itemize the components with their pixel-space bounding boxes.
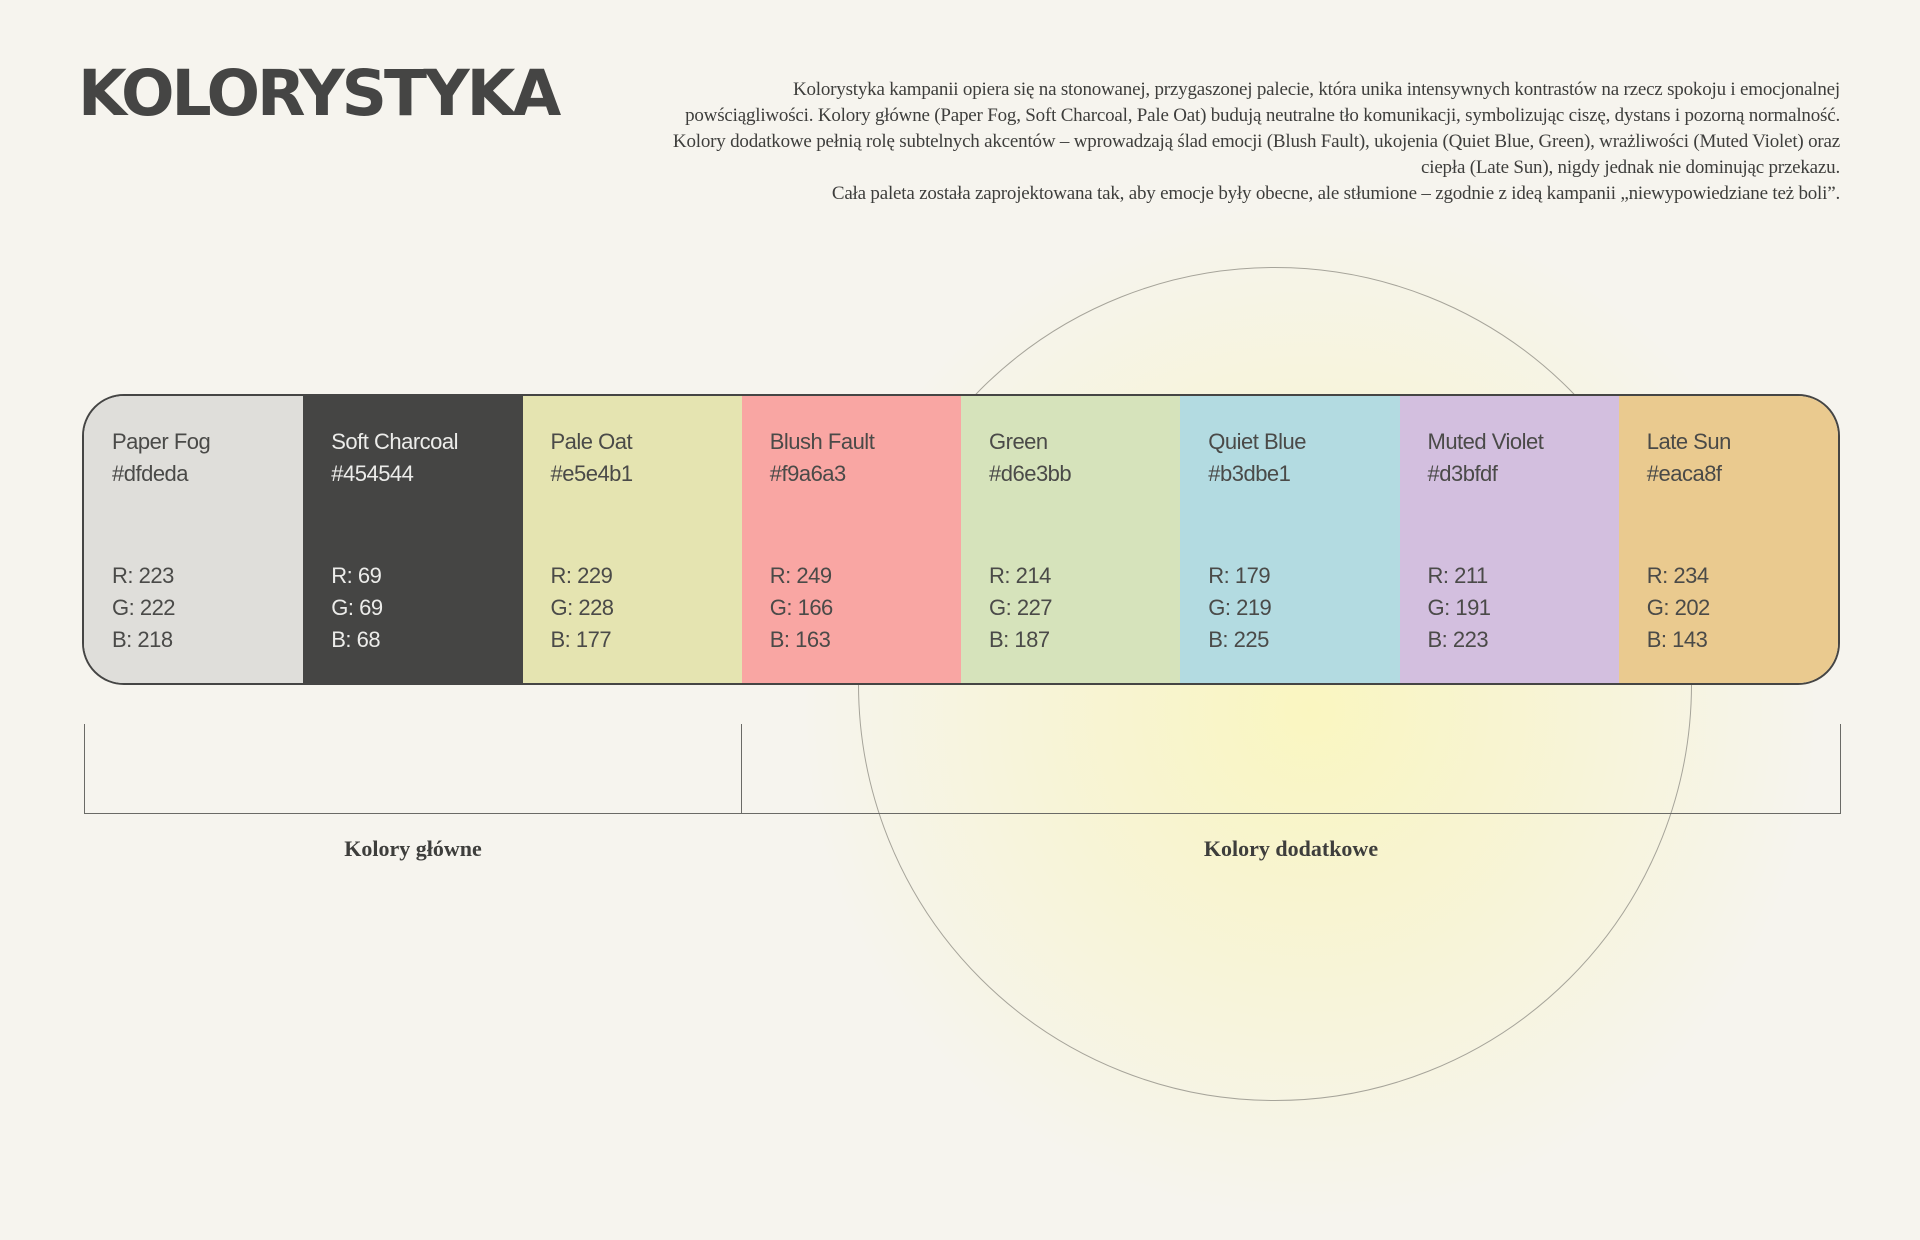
swatch-g: G: 222 [112,595,176,620]
page-title: KOLORYSTYKA [78,57,561,130]
swatch-rgb: R: 214 G: 227 B: 187 [989,560,1053,656]
swatch-name: Green [989,429,1048,454]
swatch-r: R: 179 [1208,563,1271,588]
label-main-colors: Kolory główne [344,836,482,861]
swatch-rgb: R: 223 G: 222 B: 218 [112,560,176,656]
swatch-hex: #b3dbe1 [1208,461,1291,486]
swatch-muted-violet: Muted Violet #d3bfdf R: 211 G: 191 B: 22… [1399,396,1619,683]
swatch-g: G: 166 [769,595,834,620]
swatch-r: R: 249 [769,563,832,588]
swatch-b: B: 187 [989,627,1050,652]
swatch-b: B: 177 [550,627,612,652]
swatch-b: B: 218 [112,627,173,652]
swatch-b: B: 163 [769,627,831,652]
swatch-r: R: 211 [1427,563,1489,588]
swatch-name: Muted Violet [1427,429,1544,454]
swatch-g: G: 219 [1208,595,1272,620]
swatch-rgb: R: 229 G: 228 B: 177 [550,560,615,656]
swatch-hex: #dfdeda [112,461,189,486]
swatch-hex: #eaca8f [1646,461,1722,486]
swatch-r: R: 234 [1646,563,1709,588]
swatch-rgb: R: 69 G: 69 B: 68 [331,560,383,656]
swatch-hex: #e5e4b1 [550,461,634,486]
swatch-r: R: 214 [989,563,1051,588]
swatch-blush-fault: Blush Fault #f9a6a3 R: 249 G: 166 B: 163 [741,396,961,683]
bracket-extra-colors [741,724,1841,814]
swatch-b: B: 223 [1427,627,1489,652]
swatch-name: Pale Oat [550,429,633,454]
swatch-r: R: 223 [112,563,174,588]
swatch-hex: #454544 [331,461,414,486]
intro-line: ciepła (Late Sun), nigdy jednak nie domi… [1421,157,1840,178]
swatch-hex: #f9a6a3 [769,461,847,486]
swatch-g: G: 202 [1646,595,1711,620]
swatch-name: Blush Fault [769,429,875,454]
swatch-rgb: R: 234 G: 202 B: 143 [1646,560,1711,656]
swatch-soft-charcoal: Soft Charcoal #454544 R: 69 G: 69 B: 68 [303,396,523,683]
swatch-rgb: R: 179 G: 219 B: 225 [1208,560,1272,656]
swatch-hex: #d6e3bb [989,461,1072,486]
swatch-late-sun: Late Sun #eaca8f R: 234 G: 202 B: 143 [1618,396,1838,683]
swatch-pale-oat: Pale Oat #e5e4b1 R: 229 G: 228 B: 177 [522,396,742,683]
swatch-g: G: 228 [550,595,615,620]
intro-line: Kolory dodatkowe pełnią rolę subtelnych … [672,131,1840,152]
swatch-name: Paper Fog [112,429,211,454]
swatch-hex: #d3bfdf [1427,461,1498,486]
swatch-g: G: 227 [989,595,1053,620]
swatch-paper-fog: Paper Fog #dfdeda R: 223 G: 222 B: 218 [84,396,304,683]
swatch-r: R: 229 [550,563,613,588]
label-extra-colors: Kolory dodatkowe [1203,836,1379,861]
swatch-name: Late Sun [1646,429,1732,454]
swatch-rgb: R: 249 G: 166 B: 163 [769,560,834,656]
swatch-name: Quiet Blue [1208,429,1306,454]
swatch-rgb: R: 211 G: 191 B: 223 [1427,560,1492,656]
intro-line: Cała paleta została zaprojektowana tak, … [831,183,1840,204]
intro-line: powściągliwości. Kolory główne (Paper Fo… [685,105,1840,126]
intro-line: Kolorystyka kampanii opiera się na stono… [792,79,1840,100]
intro-paragraph: Kolorystyka kampanii opiera się na stono… [590,77,1840,207]
swatch-b: B: 68 [331,627,381,652]
swatch-r: R: 69 [331,563,382,588]
bracket-main-colors [84,724,742,814]
swatch-b: B: 225 [1208,627,1269,652]
swatch-g: G: 191 [1427,595,1492,620]
swatch-green: Green #d6e3bb R: 214 G: 227 B: 187 [961,396,1181,683]
swatch-name: Soft Charcoal [331,429,459,454]
color-palette: Paper Fog #dfdeda R: 223 G: 222 B: 218 S… [82,394,1840,685]
swatch-b: B: 143 [1646,627,1708,652]
swatch-g: G: 69 [331,595,383,620]
swatch-quiet-blue: Quiet Blue #b3dbe1 R: 179 G: 219 B: 225 [1180,396,1400,683]
